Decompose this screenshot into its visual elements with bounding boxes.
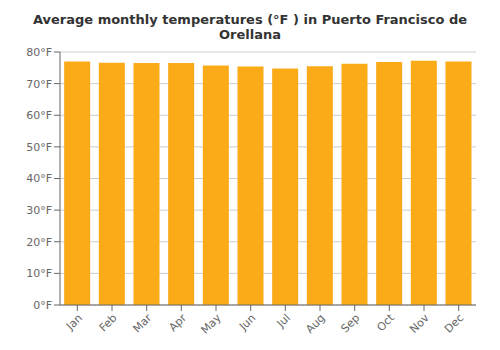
svg-text:Jun: Jun xyxy=(236,311,258,333)
svg-text:May: May xyxy=(198,311,224,337)
svg-text:60°F: 60°F xyxy=(26,109,52,122)
svg-text:70°F: 70°F xyxy=(26,78,52,91)
svg-text:Aug: Aug xyxy=(303,311,327,335)
svg-text:0°F: 0°F xyxy=(33,299,52,312)
svg-text:Jul: Jul xyxy=(274,311,293,330)
svg-text:Nov: Nov xyxy=(407,311,432,336)
svg-text:Oct: Oct xyxy=(374,311,397,334)
svg-text:Feb: Feb xyxy=(97,311,120,334)
svg-text:40°F: 40°F xyxy=(26,172,52,185)
svg-text:50°F: 50°F xyxy=(26,141,52,154)
svg-text:Jan: Jan xyxy=(63,311,85,333)
svg-text:30°F: 30°F xyxy=(26,204,52,217)
svg-text:80°F: 80°F xyxy=(26,46,52,59)
html-text:Average monthly temperatures (: Average monthly temperatures (°F ) in Pu… xyxy=(32,12,468,42)
svg-text:20°F: 20°F xyxy=(26,236,52,249)
svg-text:Dec: Dec xyxy=(442,311,466,335)
svg-text:Apr: Apr xyxy=(166,311,189,334)
svg-text:Sep: Sep xyxy=(338,311,362,335)
svg-text:10°F: 10°F xyxy=(26,267,52,280)
svg-text:Mar: Mar xyxy=(130,311,154,335)
